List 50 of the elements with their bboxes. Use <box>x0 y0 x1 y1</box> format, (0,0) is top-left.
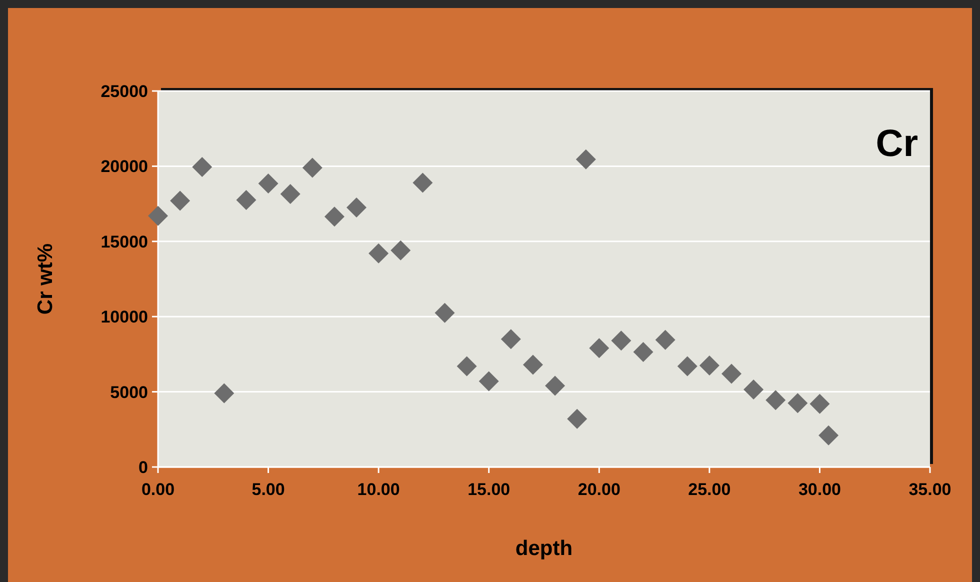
point <box>170 190 190 211</box>
point <box>589 338 610 358</box>
point <box>214 383 234 404</box>
point <box>280 184 300 204</box>
point <box>818 425 839 446</box>
point <box>721 364 742 384</box>
x-tick-label: 25.00 <box>688 480 731 499</box>
x-tick-label: 15.00 <box>468 480 510 499</box>
point <box>545 376 566 396</box>
point <box>390 240 411 260</box>
point <box>192 156 212 177</box>
point <box>633 342 654 362</box>
point <box>677 356 698 376</box>
point <box>412 172 433 193</box>
point <box>500 329 521 350</box>
point <box>567 408 588 429</box>
x-axis-title: depth <box>515 537 573 560</box>
point <box>744 380 764 400</box>
y-tick-label: 5000 <box>110 382 148 402</box>
x-tick-label: 5.00 <box>252 480 285 499</box>
y-tick-label: 15000 <box>100 232 148 252</box>
y-axis-title: Cr wt% <box>34 243 57 315</box>
point <box>324 206 344 227</box>
point <box>522 354 543 375</box>
x-tick-label: 35.00 <box>908 480 952 499</box>
point <box>346 198 367 218</box>
x-tick-label: 0.00 <box>141 480 175 499</box>
y-tick-label: 20000 <box>100 157 148 176</box>
point <box>258 173 278 194</box>
y-tick-label: 25000 <box>100 82 148 101</box>
point <box>576 149 596 170</box>
text: Cr <box>876 123 918 165</box>
point <box>302 158 322 178</box>
point <box>699 355 720 376</box>
point <box>434 302 455 323</box>
point <box>810 394 830 414</box>
point <box>236 190 256 210</box>
x-tick-label: 20.00 <box>578 480 620 499</box>
x-tick-label: 10.00 <box>357 480 400 499</box>
point <box>766 390 786 410</box>
point <box>148 206 168 226</box>
point <box>368 243 389 264</box>
point <box>611 330 632 351</box>
point <box>788 393 808 414</box>
x-tick-label: 30.00 <box>798 480 841 499</box>
point <box>478 371 499 392</box>
y-tick-label: 10000 <box>100 308 148 327</box>
y-tick-label: 0 <box>138 458 148 477</box>
point <box>456 356 477 376</box>
point <box>655 330 676 350</box>
